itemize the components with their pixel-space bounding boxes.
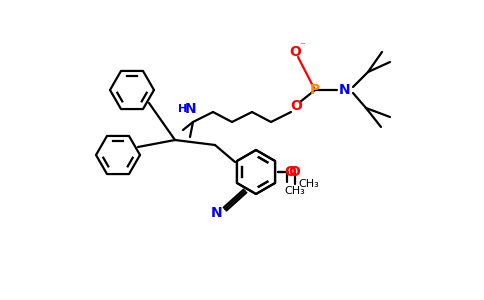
Text: H: H [179,104,188,114]
Text: N: N [339,83,351,97]
Text: ⁻: ⁻ [299,41,305,51]
Text: O: O [290,99,302,113]
Text: O: O [288,165,300,179]
Text: CH₃: CH₃ [285,186,305,196]
Text: O: O [284,165,296,179]
Text: P: P [310,83,320,97]
Text: CH₃: CH₃ [298,179,319,189]
Text: N: N [185,102,197,116]
Text: N: N [211,206,223,220]
Text: O: O [289,45,301,59]
